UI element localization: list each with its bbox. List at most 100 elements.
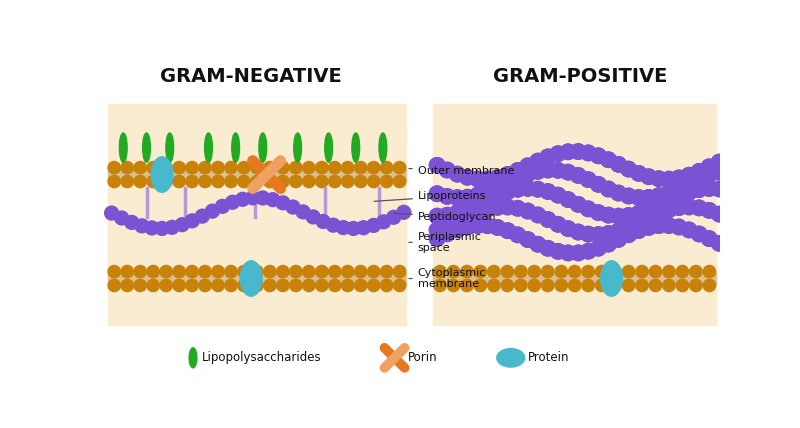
Ellipse shape xyxy=(151,157,173,192)
Circle shape xyxy=(490,170,506,185)
Bar xyxy=(562,278,563,286)
Circle shape xyxy=(286,200,300,214)
Ellipse shape xyxy=(497,348,525,367)
Bar xyxy=(708,270,709,279)
Circle shape xyxy=(661,218,677,233)
Bar xyxy=(113,167,114,175)
Circle shape xyxy=(581,201,596,217)
Bar xyxy=(348,167,350,175)
Bar xyxy=(307,278,309,286)
Bar xyxy=(193,174,194,182)
Circle shape xyxy=(459,190,475,205)
Circle shape xyxy=(121,175,134,187)
Circle shape xyxy=(238,265,250,278)
Circle shape xyxy=(590,205,606,220)
Bar xyxy=(615,270,617,279)
Circle shape xyxy=(601,236,616,252)
Bar xyxy=(642,270,644,279)
Bar xyxy=(166,167,168,175)
Bar xyxy=(127,270,129,279)
Bar xyxy=(454,270,455,279)
Circle shape xyxy=(622,265,634,278)
Circle shape xyxy=(636,279,648,291)
Circle shape xyxy=(439,162,455,178)
Circle shape xyxy=(631,215,646,230)
Circle shape xyxy=(125,215,138,229)
Circle shape xyxy=(610,232,626,247)
Circle shape xyxy=(651,198,666,213)
Circle shape xyxy=(530,163,546,179)
Circle shape xyxy=(500,167,515,182)
Bar xyxy=(573,270,574,279)
Circle shape xyxy=(430,158,445,173)
Bar xyxy=(600,278,602,286)
Circle shape xyxy=(530,181,546,197)
Circle shape xyxy=(470,171,485,187)
Bar xyxy=(346,270,347,279)
Circle shape xyxy=(641,210,657,226)
Circle shape xyxy=(264,161,276,174)
Bar xyxy=(108,104,406,325)
Bar xyxy=(179,278,181,286)
Circle shape xyxy=(682,167,697,183)
Circle shape xyxy=(500,199,515,215)
Circle shape xyxy=(450,205,465,220)
Circle shape xyxy=(520,181,535,196)
Bar xyxy=(372,174,374,182)
Circle shape xyxy=(367,175,380,187)
Bar xyxy=(126,174,127,182)
Circle shape xyxy=(590,148,606,163)
Circle shape xyxy=(212,161,224,174)
Bar xyxy=(508,278,509,286)
Circle shape xyxy=(690,265,702,278)
Circle shape xyxy=(550,187,566,203)
Circle shape xyxy=(621,219,636,235)
Circle shape xyxy=(682,199,697,214)
Circle shape xyxy=(691,200,707,216)
Bar xyxy=(335,174,337,182)
Circle shape xyxy=(316,175,328,187)
Bar xyxy=(281,167,282,175)
Bar xyxy=(533,278,534,286)
Bar xyxy=(359,270,360,279)
Ellipse shape xyxy=(601,261,622,296)
Circle shape xyxy=(290,265,302,278)
Circle shape xyxy=(610,208,626,224)
Circle shape xyxy=(542,279,554,291)
Circle shape xyxy=(488,265,500,278)
Circle shape xyxy=(354,279,367,291)
Bar xyxy=(270,270,272,279)
Circle shape xyxy=(702,203,717,218)
Circle shape xyxy=(500,167,515,182)
Circle shape xyxy=(439,189,455,204)
Circle shape xyxy=(450,222,465,238)
Bar xyxy=(108,169,406,180)
Circle shape xyxy=(582,265,594,278)
Circle shape xyxy=(560,245,576,261)
Circle shape xyxy=(711,235,727,251)
Circle shape xyxy=(296,205,310,219)
Circle shape xyxy=(381,161,393,174)
Circle shape xyxy=(621,227,636,242)
Bar xyxy=(164,167,166,175)
Circle shape xyxy=(173,161,186,174)
Circle shape xyxy=(570,144,586,159)
Bar xyxy=(627,270,628,279)
Circle shape xyxy=(342,279,354,291)
Circle shape xyxy=(651,218,666,233)
Bar xyxy=(126,278,127,286)
Bar xyxy=(629,278,630,286)
Circle shape xyxy=(439,162,455,178)
Bar xyxy=(640,278,642,286)
Circle shape xyxy=(570,196,586,212)
Circle shape xyxy=(621,161,636,177)
Bar xyxy=(268,174,270,182)
Circle shape xyxy=(480,184,495,199)
Circle shape xyxy=(702,159,717,175)
Bar xyxy=(494,270,496,279)
Circle shape xyxy=(661,193,677,208)
Bar xyxy=(113,278,114,286)
Circle shape xyxy=(165,220,179,234)
Bar xyxy=(694,278,695,286)
Circle shape xyxy=(610,223,626,238)
